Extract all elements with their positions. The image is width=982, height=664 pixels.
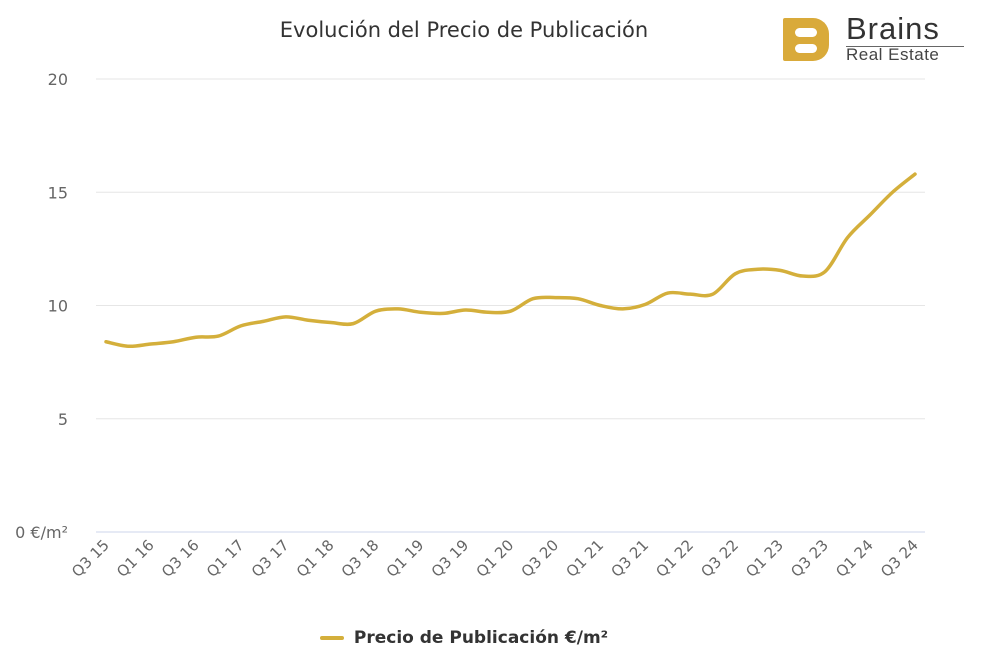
x-tick-label: Q1 22 xyxy=(652,536,697,581)
x-tick-label: Q1 18 xyxy=(293,536,338,581)
x-tick-label: Q1 23 xyxy=(742,536,787,581)
x-tick-label: Q1 20 xyxy=(473,536,518,581)
y-tick-label: 15 xyxy=(48,183,68,202)
logo-bubble-icon xyxy=(795,28,817,37)
legend-swatch xyxy=(319,636,344,640)
y-tick-label: 5 xyxy=(58,410,68,429)
logo-mark-icon xyxy=(783,18,829,61)
x-tick-label: Q3 16 xyxy=(158,536,203,581)
brains-logo: Brains Real Estate xyxy=(783,11,968,64)
logo-name: Brains xyxy=(846,11,940,46)
x-tick-label: Q3 15 xyxy=(68,536,113,581)
y-tick-label: 10 xyxy=(48,297,68,316)
x-tick-label: Q3 18 xyxy=(338,536,383,581)
x-tick-label: Q3 19 xyxy=(428,536,473,581)
x-tick-label: Q3 24 xyxy=(877,536,922,581)
x-tick-label: Q3 17 xyxy=(248,536,293,581)
x-tick-label: Q1 17 xyxy=(203,536,248,581)
y-tick-label: 0 €/m² xyxy=(15,523,68,542)
logo-subtitle: Real Estate xyxy=(846,45,940,64)
x-tick-label: Q3 22 xyxy=(697,536,742,581)
logo-divider xyxy=(846,46,964,47)
x-tick-label: Q1 24 xyxy=(832,536,877,581)
x-tick-label: Q3 21 xyxy=(607,536,652,581)
logo-bubble-icon xyxy=(795,44,817,53)
legend[interactable]: Precio de Publicación €/m² xyxy=(0,628,928,648)
x-tick-label: Q1 21 xyxy=(563,536,608,581)
x-tick-label: Q1 19 xyxy=(383,536,428,581)
chart-title: Evolución del Precio de Publicación xyxy=(279,18,649,42)
x-tick-label: Q3 20 xyxy=(518,536,563,581)
series-line xyxy=(104,172,917,349)
y-tick-label: 20 xyxy=(48,70,68,89)
x-tick-label: Q3 23 xyxy=(787,536,832,581)
x-tick-label: Q1 16 xyxy=(113,536,158,581)
legend-label: Precio de Publicación €/m² xyxy=(353,628,609,648)
